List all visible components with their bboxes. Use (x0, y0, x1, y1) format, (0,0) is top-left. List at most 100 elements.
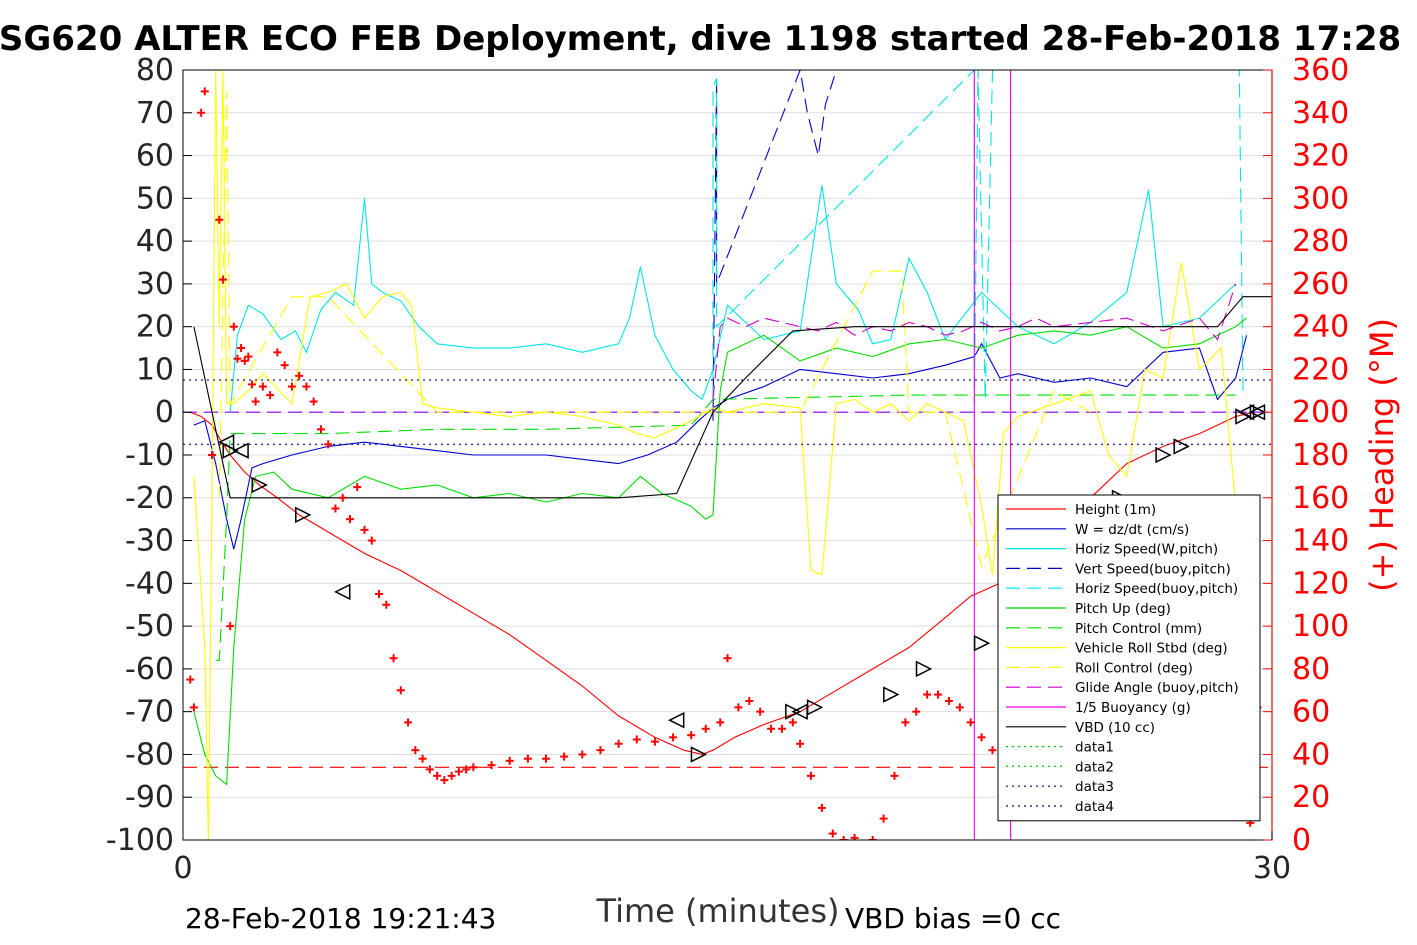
heading-point (868, 836, 877, 840)
right-tick-label: 360 (1292, 53, 1349, 88)
right-tick-label: 160 (1292, 481, 1349, 516)
footer-timestamp: 28-Feb-2018 19:21:43 (185, 902, 496, 935)
heading-point (487, 761, 496, 770)
heading-point (229, 322, 238, 331)
left-tick-label: -100 (106, 823, 174, 858)
heading-point (240, 356, 249, 365)
right-tick-label: 180 (1292, 438, 1349, 473)
heading-point (302, 382, 311, 391)
roll_ctl-series-line (218, 91, 1091, 568)
right-triangle-marker (690, 746, 708, 763)
heading-point (367, 536, 376, 545)
vert_buoy-series-line (712, 70, 837, 421)
heading-point (440, 776, 449, 785)
heading-point (251, 397, 260, 406)
heading-point (890, 771, 899, 780)
right-triangle-marker (1249, 404, 1267, 421)
heading-point (901, 718, 910, 727)
heading-point (944, 696, 953, 705)
heading-point (309, 397, 318, 406)
right-tick-label: 240 (1292, 310, 1349, 345)
heading-point (560, 752, 569, 761)
heading-point (425, 765, 434, 774)
heading-point (955, 703, 964, 712)
heading-point (966, 718, 975, 727)
heading-point (375, 590, 384, 599)
right-tick-label: 280 (1292, 224, 1349, 259)
heading-point (614, 739, 623, 748)
heading-point (433, 771, 442, 780)
left-tick-label: -70 (125, 695, 174, 730)
legend-label: Vert Speed(buoy,pitch) (1075, 561, 1231, 577)
x-axis-label: Time (minutes) (596, 892, 840, 930)
heading-point (280, 361, 289, 370)
heading-point (828, 829, 837, 838)
heading-point (418, 754, 427, 763)
heading-point (912, 707, 921, 716)
left-tick-label: 20 (136, 310, 174, 345)
left-triangle-marker (232, 442, 249, 459)
right-triangle-marker (222, 442, 239, 459)
heading-point (266, 391, 275, 400)
heading-point (389, 654, 398, 663)
right-tick-label: 120 (1292, 566, 1349, 601)
left-tick-label: -90 (125, 780, 174, 815)
left-tick-label: -80 (125, 737, 174, 772)
heading-point (208, 451, 217, 459)
horiz_buoy-series-line (712, 70, 1244, 404)
x-tick-label: 30 (1253, 851, 1291, 886)
heading-point (237, 344, 246, 353)
right-tick-label: 20 (1292, 780, 1330, 815)
heading-point (578, 750, 587, 759)
footer-vbd-bias: VBD bias =0 cc (845, 902, 1061, 935)
plot-area (183, 70, 1272, 840)
heading-point (632, 735, 641, 744)
heading-point (923, 690, 932, 699)
heading-point (247, 380, 256, 389)
heading-point (404, 718, 413, 727)
heading-point (233, 354, 242, 363)
heading-point (934, 690, 943, 699)
left-tick-label: -60 (125, 652, 174, 687)
left-tick-label: -10 (125, 438, 174, 473)
legend-label: Pitch Up (deg) (1075, 601, 1171, 617)
legend-label: W = dz/dt (cm/s) (1075, 522, 1189, 538)
right-tick-label: 0 (1292, 823, 1311, 858)
heading-point (411, 746, 420, 755)
w-series-line (193, 335, 1248, 550)
heading-point (469, 763, 478, 772)
right-tick-label: 100 (1292, 609, 1349, 644)
legend-label: Vehicle Roll Stbd (deg) (1075, 641, 1228, 657)
heading-point (200, 87, 209, 96)
heading-point (850, 833, 859, 840)
right-triangle-marker (785, 703, 802, 720)
heading-point (542, 754, 550, 763)
heading-point (189, 703, 198, 712)
heading-point (273, 348, 282, 357)
left-tick-label: -50 (125, 609, 174, 644)
right-tick-label: 220 (1292, 352, 1349, 387)
heading-point (218, 275, 227, 284)
right-tick-label: 260 (1292, 267, 1349, 302)
left-tick-label: 60 (136, 139, 174, 174)
left-tick-label: 70 (136, 96, 174, 131)
heading-point (186, 675, 195, 684)
heading-point (839, 836, 848, 840)
legend-label: Glide Angle (buoy,pitch) (1075, 680, 1239, 696)
legend-label: Horiz Speed(buoy,pitch) (1075, 581, 1238, 597)
legend-label: data2 (1075, 759, 1114, 775)
heading-point (745, 696, 754, 705)
left-tick-label: -40 (125, 566, 174, 601)
heading-point (977, 733, 986, 742)
heading-point (734, 703, 743, 712)
legend-label: Roll Control (deg) (1075, 660, 1193, 676)
legend-label: data3 (1075, 779, 1114, 795)
left-triangle-marker (668, 712, 685, 729)
heading-point (345, 515, 354, 524)
heading-point (244, 352, 253, 361)
left-tick-label: 10 (136, 352, 174, 387)
heading-point (505, 756, 514, 765)
heading-point (226, 622, 235, 631)
legend-box (997, 494, 1261, 822)
